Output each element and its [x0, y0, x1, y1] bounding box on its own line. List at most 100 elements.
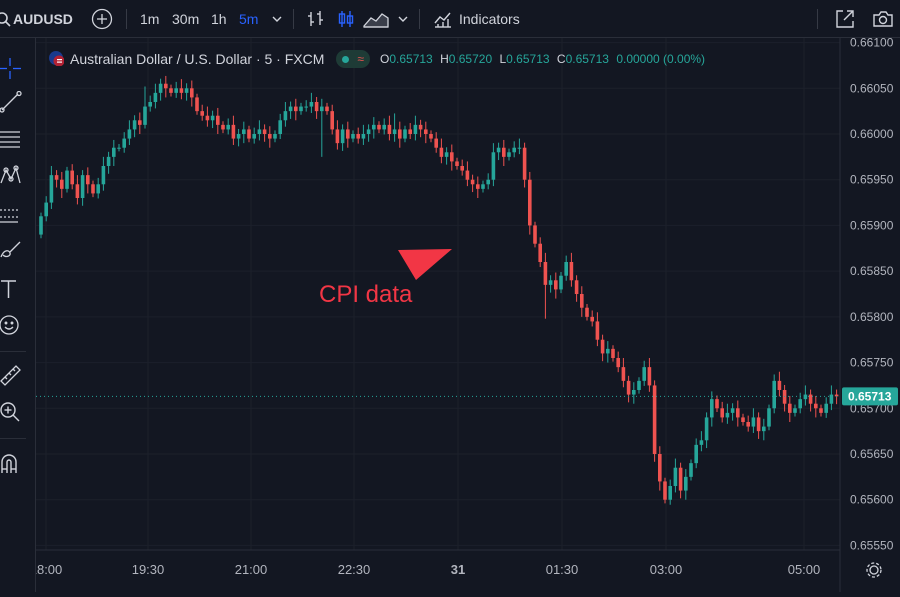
candle — [554, 272, 558, 299]
trend-line-tool[interactable] — [0, 90, 22, 113]
toolbar-divider — [419, 9, 420, 29]
time-tick-label: 18:00 — [36, 562, 62, 577]
last-price-line: 0.65713 — [36, 387, 898, 406]
area-chart-type-button[interactable] — [363, 0, 389, 38]
candle — [814, 395, 818, 418]
candle — [70, 164, 74, 190]
candle — [808, 389, 813, 412]
candle — [184, 83, 189, 101]
text-tool[interactable] — [0, 278, 22, 300]
candle — [574, 275, 579, 302]
candle — [418, 119, 423, 138]
chart-type-dropdown[interactable] — [397, 0, 409, 38]
interval-label: 30m — [172, 11, 200, 27]
candle — [434, 132, 438, 153]
magnet-tool[interactable] — [0, 453, 22, 475]
pattern-tool[interactable] — [0, 165, 22, 187]
snapshot-button[interactable] — [872, 0, 894, 38]
price-tick-label: 0.65550 — [850, 538, 894, 552]
price-tick-label: 0.65750 — [850, 356, 894, 370]
candle — [75, 175, 80, 205]
candle — [377, 121, 381, 134]
close-label: C — [556, 52, 566, 66]
price-tick-label: 0.65650 — [850, 447, 894, 461]
candle — [803, 385, 808, 406]
candle — [673, 458, 678, 493]
indicators-label: Indicators — [459, 11, 520, 27]
candlestick-chart[interactable]: 0.66100 0.66050 0.66000 0.65950 0.65900 0.658… — [30, 36, 900, 592]
grid-lines — [36, 38, 840, 550]
zoom-tool[interactable] — [0, 402, 22, 424]
candle — [819, 404, 823, 417]
candle — [169, 84, 173, 97]
expand-icon — [835, 9, 855, 29]
toolbar-divider — [0, 438, 26, 439]
bar-chart-type-button[interactable] — [306, 0, 326, 38]
candle — [699, 431, 704, 452]
chart-legend: Australian Dollar / U.S. Dollar · 5 · FX… — [48, 48, 709, 70]
candle — [252, 127, 256, 144]
candle — [741, 413, 745, 426]
candle — [117, 144, 121, 152]
compare-symbol-button[interactable] — [91, 0, 113, 38]
candle — [491, 143, 496, 187]
candle — [221, 121, 225, 134]
time-tick-label: 05:00 — [788, 562, 821, 577]
candle — [122, 132, 126, 153]
candle — [626, 375, 631, 403]
emoji-tool[interactable] — [0, 314, 22, 336]
interval-label: 1h — [211, 11, 227, 27]
interval-5m-active[interactable]: 5m — [239, 0, 258, 38]
interval-1m[interactable]: 1m — [140, 0, 159, 38]
candle — [611, 345, 615, 362]
candle — [340, 124, 345, 151]
crosshair-tool[interactable] — [0, 58, 22, 80]
candle — [382, 118, 386, 135]
forecasting-tool[interactable] — [0, 203, 22, 225]
change-value: 0.00000 (0.00%) — [616, 52, 706, 66]
time-tick-label: 31 — [451, 562, 465, 577]
interval-30m[interactable]: 30m — [172, 0, 199, 38]
candle — [39, 212, 43, 239]
candle — [268, 126, 272, 148]
candle — [710, 391, 714, 427]
candle — [668, 479, 672, 505]
candle — [413, 115, 418, 141]
time-tick-label: 19:30 — [132, 562, 165, 577]
measure-tool[interactable] — [0, 365, 22, 387]
time-tick-label: 21:00 — [235, 562, 268, 577]
interval-label: 5m — [239, 11, 259, 27]
candle — [179, 79, 184, 100]
fullscreen-button[interactable] — [835, 0, 855, 38]
candle — [502, 139, 506, 166]
candle — [138, 112, 142, 134]
indicators-button[interactable]: Indicators — [433, 0, 520, 38]
candle — [522, 142, 527, 188]
candle — [637, 377, 641, 394]
candle — [694, 438, 698, 469]
brush-icon — [0, 241, 24, 266]
interval-dropdown[interactable] — [271, 0, 283, 38]
candle — [756, 412, 761, 439]
candle — [569, 252, 574, 287]
candle — [439, 138, 444, 164]
market-status-pill[interactable]: ≈ — [336, 50, 370, 68]
candle — [44, 196, 48, 222]
chart-area[interactable]: 0.66100 0.66050 0.66000 0.65950 0.65900 0.658… — [30, 36, 900, 592]
candle — [528, 171, 532, 235]
candle — [580, 286, 584, 317]
interval-1h[interactable]: 1h — [211, 0, 227, 38]
fib-retracement-tool[interactable] — [0, 128, 22, 150]
open-label: O — [380, 52, 390, 66]
candle — [512, 141, 516, 158]
candle — [798, 392, 802, 414]
scale-settings-icon[interactable] — [866, 562, 882, 578]
symbol-title[interactable]: Australian Dollar / U.S. Dollar · 5 · FX… — [70, 51, 325, 67]
time-tick-label: 22:30 — [338, 562, 371, 577]
brush-tool[interactable] — [0, 240, 22, 262]
candle-chart-type-button[interactable] — [336, 0, 356, 38]
candle — [127, 120, 132, 145]
candle — [335, 120, 340, 150]
candle — [632, 382, 636, 404]
symbol-search-button[interactable]: AUDUSD — [0, 0, 73, 38]
